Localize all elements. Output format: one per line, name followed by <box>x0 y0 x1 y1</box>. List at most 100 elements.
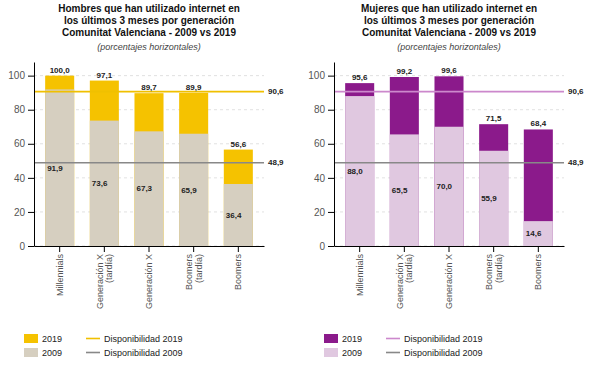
x-axis: MillennialsGeneración X(tardía)Generació… <box>35 246 265 309</box>
bar <box>524 129 553 246</box>
panel: Mujeres que han utilizado internet enlos… <box>308 3 584 358</box>
reference-label: 90,6 <box>268 87 284 96</box>
reference-label: 48,9 <box>268 158 284 167</box>
legend: 2019 2009 Disponibilidad 2019 Disponibilida… <box>324 334 483 358</box>
bar <box>224 184 253 246</box>
tick-label: 100 <box>308 70 325 81</box>
title-line: los últimos 3 meses por generación <box>64 15 234 26</box>
data-label: 89,7 <box>141 83 157 92</box>
tick-label: 80 <box>14 104 26 115</box>
tick-mark <box>28 212 34 213</box>
tick-label: Boomers(tardía) <box>484 254 504 291</box>
tick: 40 <box>14 173 34 184</box>
data-label: 65,9 <box>181 186 197 195</box>
legend-item: 2019 <box>324 334 362 344</box>
bar <box>479 151 508 246</box>
bar-series <box>345 96 553 246</box>
tick-mark <box>193 246 194 252</box>
tick: Millennials <box>355 246 365 296</box>
bar <box>434 127 463 246</box>
tick: Boomers(tardía) <box>484 246 504 290</box>
data-label: 55,9 <box>481 194 497 203</box>
tick-label: 60 <box>14 138 26 149</box>
tick: 40 <box>314 173 334 184</box>
tick-label-line: Millennials <box>55 254 65 297</box>
tick-label: 20 <box>14 207 26 218</box>
reference-label: 48,9 <box>568 158 584 167</box>
plot-area <box>34 76 264 246</box>
tick-label-line: (tardía) <box>194 254 204 283</box>
tick-label: Generación X(tardía) <box>395 254 415 309</box>
tick-label: Millennials <box>55 254 65 297</box>
bar <box>179 93 208 246</box>
legend-item: Disponibilidad 2019 <box>86 334 183 344</box>
legend-label: Disponibilidad 2009 <box>404 348 483 358</box>
legend-swatch <box>24 348 38 357</box>
legend-item: 2019 <box>24 334 62 344</box>
tick-mark <box>59 246 60 252</box>
bar <box>45 76 74 246</box>
data-label: 70,0 <box>436 182 452 191</box>
tick: Generación X(tardía) <box>95 246 115 309</box>
bar-series <box>45 89 253 246</box>
x-axis: MillennialsGeneración X(tardía)Generació… <box>335 246 565 309</box>
tick-mark <box>104 246 105 252</box>
bar <box>134 93 163 246</box>
tick: 60 <box>314 138 334 149</box>
tick: 0 <box>19 241 34 252</box>
tick-label: Millennials <box>355 254 365 297</box>
legend-label: Disponibilidad 2019 <box>104 334 183 344</box>
tick-label: 40 <box>14 173 26 184</box>
tick-label: 0 <box>319 241 325 252</box>
legend-item: Disponibilidad 2009 <box>386 348 483 358</box>
tick-mark <box>328 212 334 213</box>
title-line: Hombres que han utilizado internet en <box>58 3 240 14</box>
tick-label: 80 <box>314 104 326 115</box>
legend-item: 2009 <box>324 348 362 358</box>
legend: 2019 2009 Disponibilidad 2019 Disponibilida… <box>24 334 183 358</box>
tick-label: Boomers <box>233 254 243 291</box>
data-label: 99,2 <box>397 67 413 76</box>
tick-label-line: Generación X <box>395 254 405 309</box>
tick-label-line: Boomers <box>484 254 494 291</box>
tick-label-line: Millennials <box>355 254 365 297</box>
bar <box>134 131 163 246</box>
legend-item: 2009 <box>24 348 62 358</box>
tick: 0 <box>319 241 334 252</box>
y-axis: 020406080100 <box>8 63 34 252</box>
grid <box>34 76 264 246</box>
bar-series <box>45 76 253 246</box>
tick-label-line: Generación X <box>95 254 105 309</box>
tick-label-line: (tardía) <box>404 254 414 283</box>
tick-mark <box>328 246 334 247</box>
tick-mark <box>359 246 360 252</box>
data-label: 56,6 <box>231 140 247 149</box>
reference-label: 90,6 <box>568 87 584 96</box>
tick-mark <box>28 178 34 179</box>
tick-mark <box>28 144 34 145</box>
data-label: 91,9 <box>47 164 63 173</box>
tick-mark <box>328 76 334 77</box>
tick-label: Generación X <box>444 254 454 309</box>
legend-label: 2009 <box>42 348 62 358</box>
bar <box>179 134 208 246</box>
tick-label-line: Boomers <box>533 254 543 291</box>
legend-item: Disponibilidad 2019 <box>386 334 483 344</box>
tick-label-line: Boomers <box>184 254 194 291</box>
tick: Boomers(tardía) <box>184 246 204 290</box>
axis-line <box>334 63 335 247</box>
data-label: 95,6 <box>352 73 368 82</box>
reference-line <box>334 162 564 164</box>
data-label: 89,9 <box>186 83 202 92</box>
tick: 20 <box>314 207 334 218</box>
legend-item: Disponibilidad 2009 <box>86 348 183 358</box>
subtitle: (porcentajes horizontales) <box>397 42 501 52</box>
bar <box>524 221 553 246</box>
bar <box>390 77 419 246</box>
bar <box>390 134 419 246</box>
reference-line <box>334 91 564 93</box>
tick-label: Generación X <box>144 254 154 309</box>
legend-label: Disponibilidad 2009 <box>104 348 183 358</box>
legend-swatch <box>324 334 338 343</box>
tick-mark <box>328 144 334 145</box>
